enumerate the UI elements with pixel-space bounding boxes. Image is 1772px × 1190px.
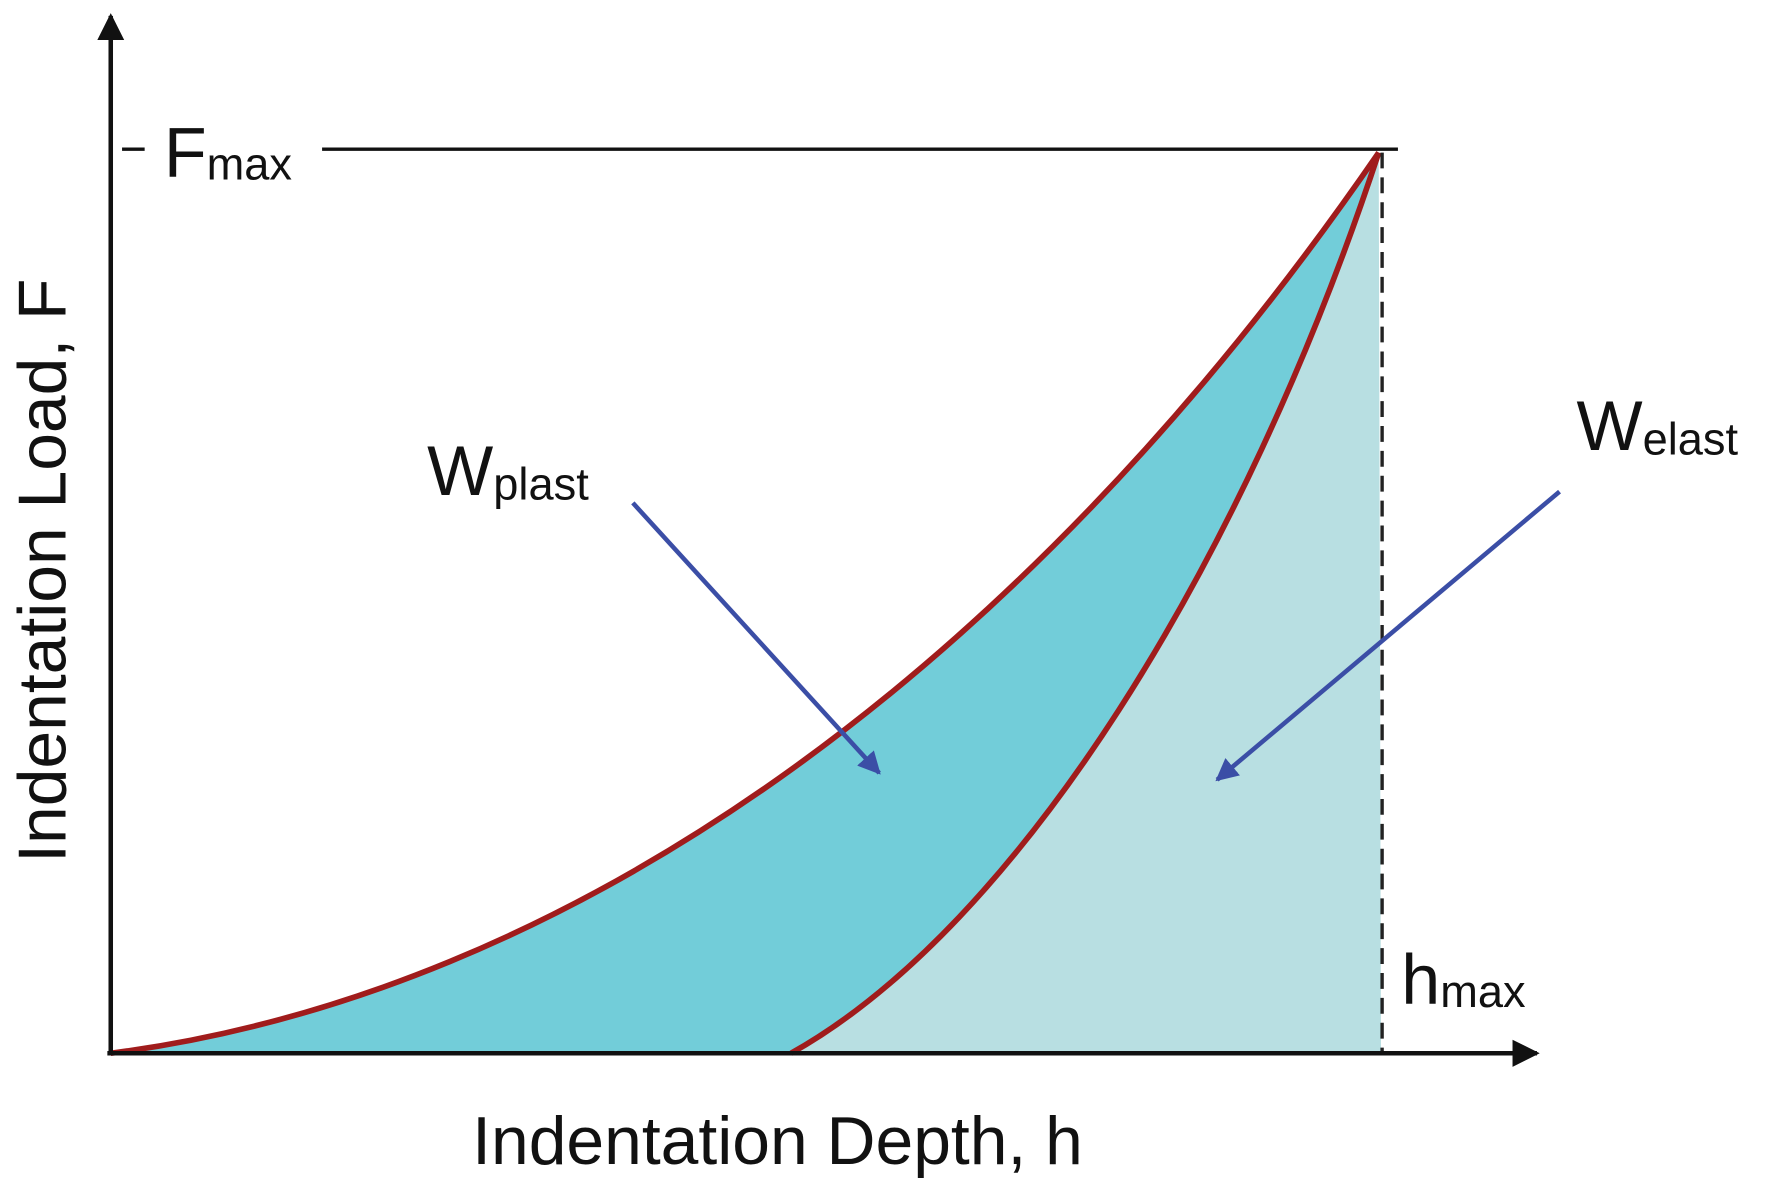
x-axis-label: Indentation Depth, h (472, 1104, 1083, 1179)
unloading-curve (789, 151, 1382, 1056)
wplast-sub: plast (493, 459, 589, 510)
fmax-main: F (164, 113, 207, 191)
hmax-sub: max (1440, 966, 1526, 1017)
welast-main: W (1576, 387, 1642, 465)
elast-arrow (1215, 489, 1561, 782)
plastic-area (110, 152, 1379, 1054)
welast-sub: elast (1643, 413, 1739, 464)
welast-label: Welast (1576, 387, 1738, 465)
elastic-area (791, 152, 1381, 1054)
wplast-label: Wplast (427, 432, 589, 510)
fmax-label: Fmax (164, 113, 293, 191)
y-axis-label: Indentation Load, F (6, 279, 81, 863)
loading-curve (110, 150, 1382, 1057)
fmax-sub: max (207, 139, 293, 190)
hmax-label: hmax (1401, 941, 1526, 1019)
plast-arrow (631, 501, 881, 775)
wplast-main: W (427, 432, 493, 510)
hmax-main: h (1401, 941, 1440, 1019)
